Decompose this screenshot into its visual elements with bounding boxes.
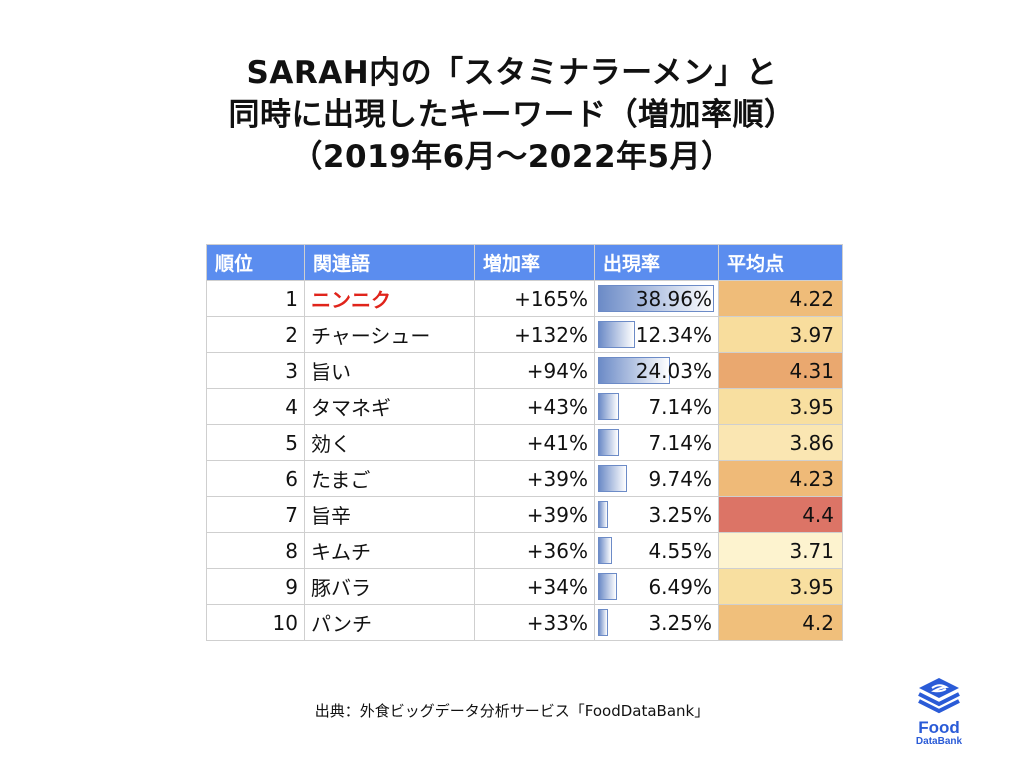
growth-cell: +36%: [474, 532, 595, 569]
header-average: 平均点: [718, 244, 843, 281]
appearance-bar: [598, 393, 619, 420]
appearance-cell: 9.74%: [594, 460, 719, 497]
appearance-value: 9.74%: [648, 466, 712, 491]
average-score-cell: 3.95: [718, 568, 843, 605]
table-row: 8 キムチ +36% 4.55% 3.71: [206, 532, 843, 569]
source-note: 出典：外食ビッグデータ分析サービス「FoodDataBank」: [314, 702, 710, 720]
header-keyword: 関連語: [304, 244, 475, 281]
table-row: 6 たまご +39% 9.74% 4.23: [206, 460, 843, 497]
appearance-bar: [598, 465, 627, 492]
appearance-cell: 24.03%: [594, 352, 719, 389]
appearance-value: 24.03%: [635, 358, 712, 383]
header-appearance: 出現率: [594, 244, 719, 281]
keyword-cell: 効く: [304, 424, 475, 461]
appearance-cell: 3.25%: [594, 496, 719, 533]
growth-cell: +165%: [474, 280, 595, 317]
header-rank: 順位: [206, 244, 305, 281]
rank-cell: 7: [206, 496, 305, 533]
average-score-cell: 4.4: [718, 496, 843, 533]
rank-cell: 1: [206, 280, 305, 317]
average-score-cell: 3.95: [718, 388, 843, 425]
table-row: 10 パンチ +33% 3.25% 4.2: [206, 604, 843, 641]
rank-cell: 10: [206, 604, 305, 641]
average-score-cell: 4.22: [718, 280, 843, 317]
table-row: 9 豚バラ +34% 6.49% 3.95: [206, 568, 843, 605]
fooddatabank-logo: Food DataBank: [904, 676, 974, 747]
table-row: 1 ニンニク +165% 38.96% 4.22: [206, 280, 843, 317]
appearance-value: 3.25%: [648, 610, 712, 635]
appearance-bar: [598, 285, 714, 312]
average-score-cell: 3.71: [718, 532, 843, 569]
table-row: 5 効く +41% 7.14% 3.86: [206, 424, 843, 461]
growth-cell: +39%: [474, 496, 595, 533]
logo-stack-icon: [918, 678, 960, 714]
table-body: 1 ニンニク +165% 38.96% 4.22 2 チャーシュー +132% 12.34% 3.…: [206, 280, 843, 641]
appearance-cell: 12.34%: [594, 316, 719, 353]
appearance-value: 4.55%: [648, 538, 712, 563]
growth-cell: +39%: [474, 460, 595, 497]
appearance-value: 7.14%: [648, 394, 712, 419]
title-line-1: SARAH内の「スタミナラーメン」と: [246, 55, 778, 91]
growth-cell: +43%: [474, 388, 595, 425]
rank-cell: 5: [206, 424, 305, 461]
appearance-cell: 7.14%: [594, 388, 719, 425]
keyword-cell: キムチ: [304, 532, 475, 569]
rank-cell: 2: [206, 316, 305, 353]
rank-cell: 6: [206, 460, 305, 497]
average-score-cell: 4.2: [718, 604, 843, 641]
appearance-bar: [598, 501, 608, 528]
keyword-cell: 旨辛: [304, 496, 475, 533]
keyword-table: 順位 関連語 増加率 出現率 平均点 1 ニンニク +165% 38.96% 4.22 2…: [206, 244, 843, 641]
appearance-value: 38.96%: [635, 286, 712, 311]
appearance-value: 6.49%: [648, 574, 712, 599]
appearance-value: 3.25%: [648, 502, 712, 527]
logo-text-food: Food: [918, 718, 960, 737]
table-row: 7 旨辛 +39% 3.25% 4.4: [206, 496, 843, 533]
table-row: 4 タマネギ +43% 7.14% 3.95: [206, 388, 843, 425]
keyword-cell: 旨い: [304, 352, 475, 389]
keyword-cell: たまご: [304, 460, 475, 497]
appearance-bar: [598, 321, 635, 348]
keyword-cell: 豚バラ: [304, 568, 475, 605]
keyword-table-container: 順位 関連語 増加率 出現率 平均点 1 ニンニク +165% 38.96% 4.22 2…: [206, 244, 843, 644]
table-row: 3 旨い +94% 24.03% 4.31: [206, 352, 843, 389]
appearance-cell: 38.96%: [594, 280, 719, 317]
keyword-cell: チャーシュー: [304, 316, 475, 353]
average-score-cell: 3.86: [718, 424, 843, 461]
header-growth: 増加率: [474, 244, 595, 281]
appearance-bar: [598, 429, 619, 456]
appearance-cell: 4.55%: [594, 532, 719, 569]
average-score-cell: 3.97: [718, 316, 843, 353]
average-score-cell: 4.31: [718, 352, 843, 389]
rank-cell: 8: [206, 532, 305, 569]
rank-cell: 9: [206, 568, 305, 605]
appearance-bar: [598, 573, 617, 600]
chart-title: SARAH内の「スタミナラーメン」と 同時に出現したキーワード（増加率順） （2…: [0, 52, 1024, 178]
appearance-cell: 7.14%: [594, 424, 719, 461]
title-line-2: 同時に出現したキーワード（増加率順）: [228, 97, 796, 133]
growth-cell: +34%: [474, 568, 595, 605]
appearance-cell: 3.25%: [594, 604, 719, 641]
rank-cell: 3: [206, 352, 305, 389]
keyword-cell: ニンニク: [304, 280, 475, 317]
growth-cell: +41%: [474, 424, 595, 461]
growth-cell: +33%: [474, 604, 595, 641]
appearance-value: 12.34%: [635, 322, 712, 347]
growth-cell: +132%: [474, 316, 595, 353]
appearance-cell: 6.49%: [594, 568, 719, 605]
average-score-cell: 4.23: [718, 460, 843, 497]
table-row: 2 チャーシュー +132% 12.34% 3.97: [206, 316, 843, 353]
appearance-value: 7.14%: [648, 430, 712, 455]
title-line-3: （2019年6月～2022年5月）: [291, 139, 733, 175]
appearance-bar: [598, 537, 612, 564]
keyword-cell: パンチ: [304, 604, 475, 641]
appearance-bar: [598, 357, 670, 384]
logo-text-databank: DataBank: [915, 736, 963, 747]
rank-cell: 4: [206, 388, 305, 425]
table-header-row: 順位 関連語 増加率 出現率 平均点: [206, 244, 843, 281]
growth-cell: +94%: [474, 352, 595, 389]
appearance-bar: [598, 609, 608, 636]
keyword-cell: タマネギ: [304, 388, 475, 425]
